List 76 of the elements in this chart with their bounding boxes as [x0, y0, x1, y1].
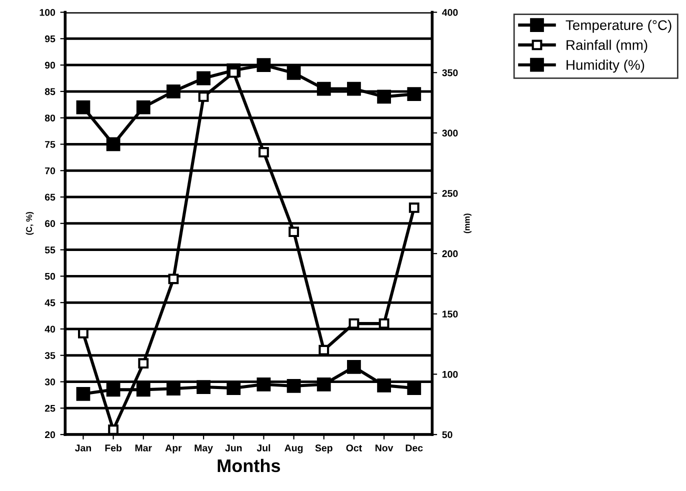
point — [347, 360, 361, 374]
point — [316, 377, 331, 392]
y2-tick-label: 150 — [442, 310, 458, 318]
x-tick-label: Mar — [135, 444, 152, 452]
y-tick-label: 40 — [44, 326, 56, 333]
point — [108, 424, 119, 435]
y2-tick-label: 200 — [442, 250, 458, 258]
point — [106, 137, 120, 152]
y-tick-label: 80 — [44, 114, 56, 122]
x-tick-label: Aug — [284, 444, 303, 454]
point — [136, 382, 150, 397]
point — [407, 87, 422, 102]
point — [166, 84, 180, 98]
y-tick-label: 30 — [44, 378, 56, 386]
point — [318, 344, 330, 356]
point — [76, 386, 90, 401]
point — [196, 71, 210, 86]
point — [288, 226, 300, 238]
point — [347, 82, 361, 96]
point — [106, 382, 120, 397]
y-tick-label: 65 — [44, 194, 56, 201]
y2-tick-label: 250 — [442, 190, 458, 197]
y-tick-label: 20 — [44, 431, 56, 438]
y2-tick-label: 50 — [442, 431, 452, 438]
x-tick-label: May — [194, 444, 213, 454]
y2-axis-title: (mm) — [464, 214, 472, 234]
point — [316, 82, 331, 96]
x-tick-label: Dec — [406, 444, 423, 452]
point — [196, 380, 210, 394]
y-tick-label: 55 — [44, 246, 56, 254]
x-tick-label: Nov — [376, 444, 394, 452]
x-tick-label: Oct — [346, 444, 362, 452]
point — [407, 381, 422, 396]
x-tick-label: Feb — [105, 444, 122, 452]
y-tick-label: 75 — [45, 141, 56, 148]
y-axis-title: (C, %) — [26, 212, 34, 235]
point — [256, 377, 271, 392]
y2-tick-label: 300 — [442, 130, 458, 137]
y-tick-label: 100 — [40, 9, 56, 16]
point — [377, 90, 391, 104]
point — [168, 274, 179, 284]
x-axis-title: Months — [218, 458, 280, 472]
y-tick-label: 60 — [44, 220, 56, 228]
x-tick-label: Jul — [256, 444, 270, 452]
legend-label: Humidity (%) — [566, 60, 644, 73]
y-tick-label: 45 — [44, 299, 56, 306]
y-tick-label: 35 — [44, 352, 56, 359]
point — [377, 378, 391, 392]
y2-tick-label: 350 — [442, 69, 458, 76]
y2-tick-label: 400 — [442, 9, 458, 16]
point — [198, 92, 209, 102]
x-tick-label: Sep — [315, 444, 332, 454]
point — [136, 100, 150, 114]
y-tick-label: 90 — [44, 62, 56, 69]
point — [138, 358, 149, 369]
point — [378, 318, 390, 329]
y-tick-label: 25 — [44, 404, 56, 412]
point — [348, 318, 360, 329]
legend-label: Temperature (°C) — [566, 20, 672, 33]
legend-label: Rainfall (mm) — [566, 40, 648, 53]
point — [286, 66, 301, 80]
y-tick-label: 50 — [44, 272, 56, 280]
point — [408, 202, 420, 213]
y-tick-label: 70 — [45, 167, 56, 174]
point — [256, 58, 271, 72]
y-tick-label: 85 — [44, 88, 56, 96]
point — [226, 381, 241, 396]
point — [286, 379, 301, 393]
x-tick-label: Jan — [74, 444, 91, 452]
x-tick-label: Jun — [225, 444, 242, 452]
y-tick-label: 95 — [44, 35, 56, 42]
point — [76, 100, 90, 114]
point — [166, 382, 180, 396]
x-tick-label: Apr — [165, 444, 182, 454]
point — [258, 147, 269, 158]
y2-tick-label: 100 — [442, 370, 458, 378]
